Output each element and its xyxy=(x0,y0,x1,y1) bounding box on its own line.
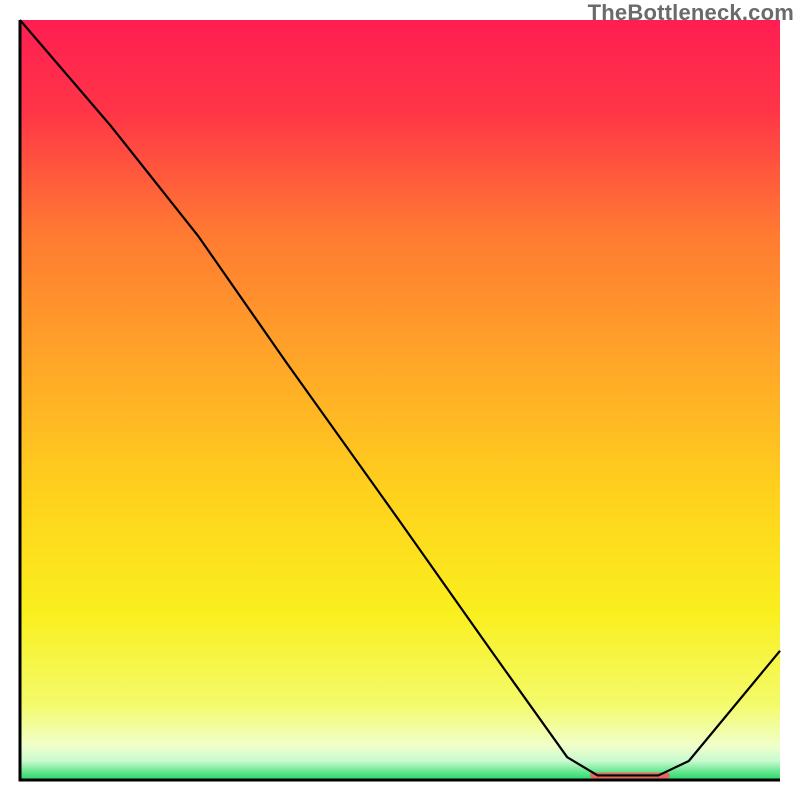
chart-container: TheBottleneck.com xyxy=(0,0,800,800)
gradient-background xyxy=(20,20,780,780)
gradient-chart xyxy=(0,0,800,800)
watermark-text: TheBottleneck.com xyxy=(588,0,794,26)
